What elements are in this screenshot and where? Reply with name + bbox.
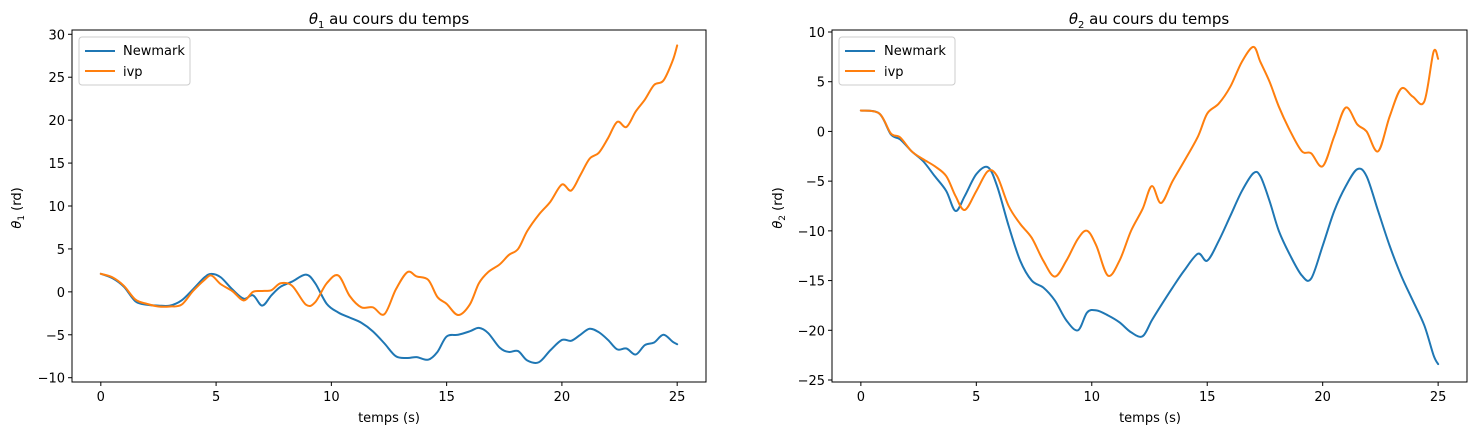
legend-label-ivp: ivp [123, 65, 143, 80]
y-tick-label: −5 [806, 175, 825, 190]
x-axis-label: temps (s) [1119, 411, 1181, 426]
y-axis-label: θ1 (rd) [10, 187, 27, 228]
plot-frame [831, 29, 1468, 383]
y-tick-label: 5 [817, 76, 825, 91]
plot-frame [71, 29, 707, 383]
x-tick-label: 25 [1430, 390, 1447, 405]
plot-lines [859, 45, 1440, 366]
y-tick-label: 20 [48, 114, 65, 129]
x-tick-label: 5 [212, 390, 220, 405]
legend-box [78, 36, 191, 86]
x-axis-label: temps (s) [358, 411, 420, 426]
y-tick-label: −25 [798, 374, 825, 389]
y-tick-label: 0 [57, 286, 65, 301]
x-tick-label: 10 [1083, 390, 1100, 405]
y-axis-ticks: −25 −20 −15 −10 −5 0 5 10 [798, 26, 832, 389]
legend-label-newmark: Newmark [884, 44, 946, 59]
y-axis-label: θ2 (rd) [771, 187, 788, 228]
chart-theta1: θ1 au cours du temps temps (s) θ1 (rd) 0… [10, 10, 707, 426]
y-tick-label: −15 [798, 275, 825, 290]
y-axis-ticks: −10 −5 0 5 10 15 20 25 30 [38, 28, 72, 387]
y-tick-label: 10 [808, 26, 825, 41]
x-tick-label: 20 [554, 390, 571, 405]
legend: Newmark ivp [838, 36, 956, 86]
chart-theta2: θ2 au cours du temps temps (s) θ2 (rd) 0… [771, 10, 1468, 426]
series-line-newmark [99, 272, 679, 364]
x-tick-label: 15 [1199, 390, 1216, 405]
y-tick-label: −10 [38, 372, 65, 387]
x-tick-label: 20 [1314, 390, 1331, 405]
legend: Newmark ivp [78, 36, 191, 86]
x-tick-label: 0 [857, 390, 865, 405]
y-tick-label: 0 [817, 125, 825, 140]
series-line-ivp [99, 44, 679, 317]
x-tick-label: 15 [438, 390, 455, 405]
y-tick-label: 25 [48, 71, 65, 86]
series-line-ivp [859, 45, 1440, 278]
chart-title: θ1 au cours du temps [309, 10, 470, 31]
legend-label-ivp: ivp [884, 65, 904, 80]
chart-title: θ2 au cours du temps [1069, 10, 1230, 31]
y-tick-label: −5 [46, 329, 65, 344]
legend-label-newmark: Newmark [123, 44, 185, 59]
x-axis-ticks: 0 5 10 15 20 25 [97, 382, 686, 405]
y-tick-label: −10 [798, 225, 825, 240]
x-tick-label: 10 [323, 390, 340, 405]
x-tick-label: 0 [97, 390, 105, 405]
legend-box [838, 36, 956, 86]
y-tick-label: 5 [57, 243, 65, 258]
y-tick-label: 30 [48, 28, 65, 43]
x-axis-ticks: 0 5 10 15 20 25 [857, 382, 1447, 405]
series-line-newmark [859, 109, 1440, 366]
y-tick-label: 10 [48, 200, 65, 215]
y-tick-label: 15 [48, 157, 65, 172]
x-tick-label: 25 [669, 390, 686, 405]
plot-lines [99, 44, 679, 364]
x-tick-label: 5 [972, 390, 980, 405]
y-tick-label: −20 [798, 324, 825, 339]
